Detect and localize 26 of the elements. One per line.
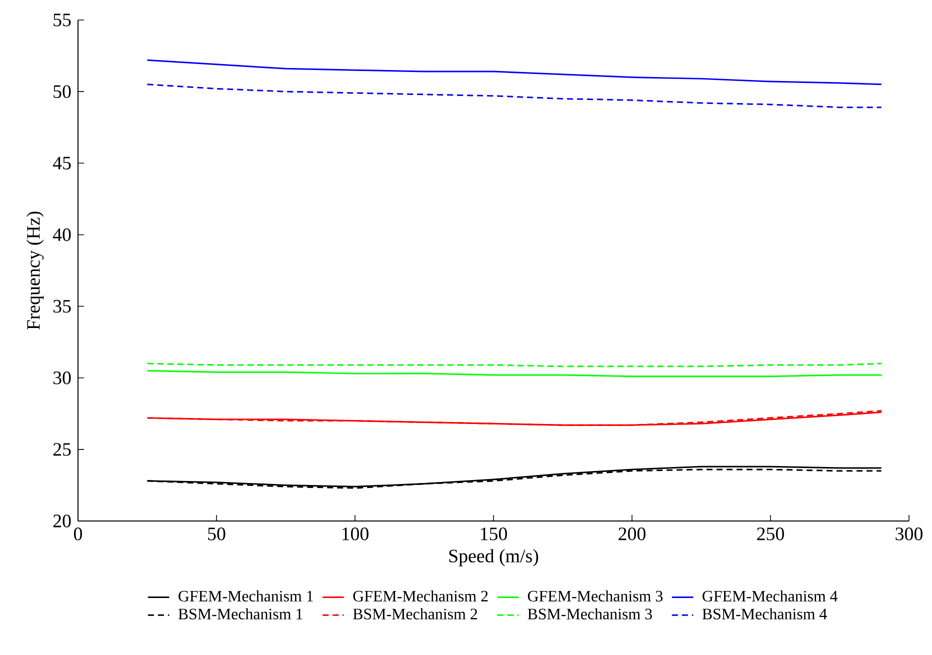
legend-label: BSM-Mechanism 3 xyxy=(528,608,652,620)
y-tick-label: 35 xyxy=(53,300,71,313)
legend-label: GFEM-Mechanism 3 xyxy=(528,590,663,602)
line-series xyxy=(146,84,882,108)
legend-label: GFEM-Mechanism 4 xyxy=(702,590,838,602)
y-tick-label: 30 xyxy=(53,371,71,384)
y-axis-title: Frequency (Hz) xyxy=(26,212,44,330)
legend-label: BSM-Mechanism 4 xyxy=(702,608,827,620)
x-tick-label: 150 xyxy=(480,528,507,540)
x-tick-label: 0 xyxy=(74,528,82,540)
legend-label: BSM-Mechanism 2 xyxy=(353,608,478,620)
x-tick-label: 50 xyxy=(208,528,226,540)
x-tick-label: 100 xyxy=(342,528,368,540)
y-tick-label: 40 xyxy=(52,228,71,242)
y-tick-label: 55 xyxy=(54,14,71,26)
y-tick-label: 45 xyxy=(52,156,71,170)
y-tick-label: 20 xyxy=(53,514,71,528)
y-tick-label: 25 xyxy=(53,443,71,456)
legend-label: BSM-Mechanism 1 xyxy=(178,608,302,620)
y-tick-label: 50 xyxy=(54,85,71,98)
x-axis-title: Speed (m/s) xyxy=(449,549,538,566)
x-tick-label: 200 xyxy=(618,528,646,540)
legend-label: GFEM-Mechanism 1 xyxy=(178,590,313,602)
x-tick-label: 250 xyxy=(757,528,784,540)
legend-label: GFEM-Mechanism 2 xyxy=(353,590,488,602)
x-tick-label: 300 xyxy=(896,528,922,540)
